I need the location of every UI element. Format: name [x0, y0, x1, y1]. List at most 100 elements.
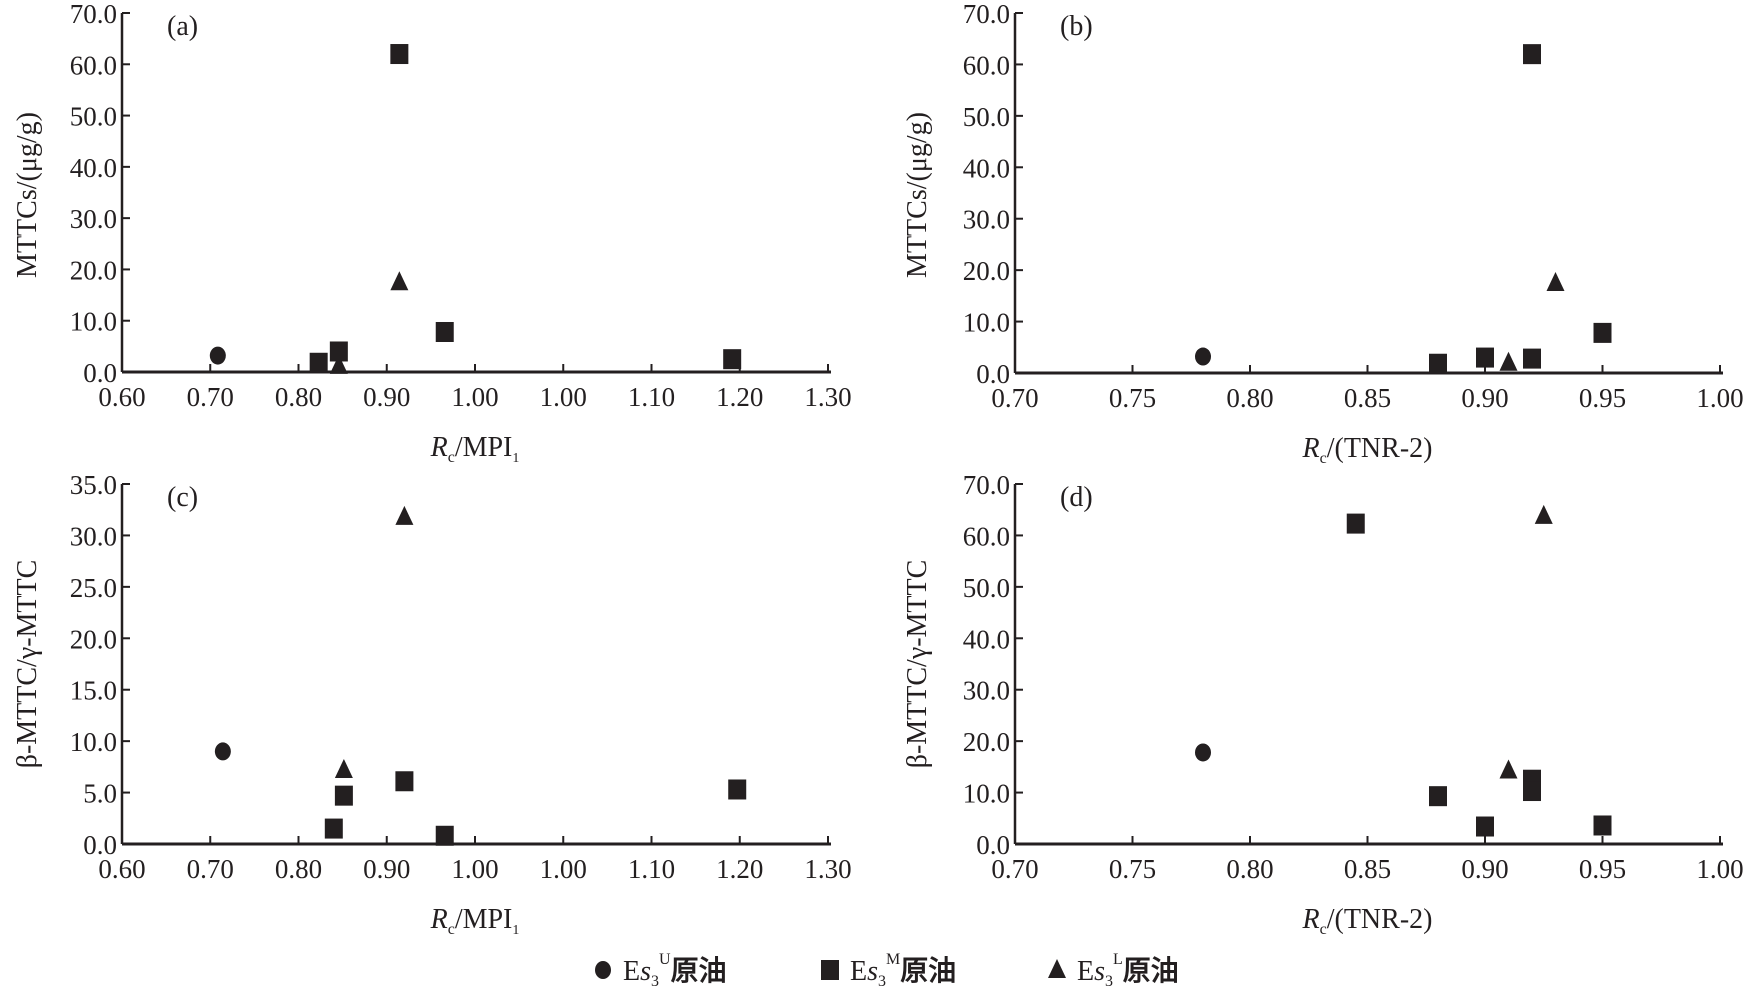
data-point-square — [329, 341, 348, 362]
data-point-square — [1593, 815, 1612, 836]
x-tick-label: 0.70 — [187, 854, 234, 884]
y-tick-label: 50.0 — [70, 102, 117, 132]
y-tick-label: 0.0 — [976, 359, 1010, 389]
legend-italic: s — [867, 956, 878, 987]
y-tick-label: 20.0 — [70, 255, 117, 285]
y-tick-label: 40.0 — [70, 153, 117, 183]
y-tick-label: 10.0 — [70, 307, 117, 337]
x-tick-label: 1.20 — [716, 854, 763, 884]
data-point-circle — [1195, 347, 1211, 366]
y-tick-label: 25.0 — [70, 573, 117, 603]
x-label-rest-sub: 1 — [512, 923, 519, 938]
legend-prefix: E — [623, 956, 640, 987]
data-point-triangle — [1499, 351, 1518, 371]
data-point-square — [1346, 513, 1365, 534]
legend-sup: M — [886, 951, 900, 968]
legend-suffix: 原油 — [900, 954, 956, 987]
x-label-rest: /MPI — [455, 904, 513, 935]
panel-label: (d) — [1060, 482, 1093, 513]
data-point-square — [1523, 348, 1541, 369]
legend-italic: s — [640, 956, 651, 987]
x-tick-label: 0.70 — [991, 854, 1038, 884]
data-point-square — [334, 785, 353, 806]
y-tick-label: 10.0 — [70, 727, 117, 757]
y-tick-label: 40.0 — [963, 153, 1010, 183]
y-tick-label: 20.0 — [963, 256, 1010, 286]
x-tick-label: 1.00 — [540, 854, 587, 884]
panel-label: (b) — [1060, 11, 1093, 42]
x-axis-label: Rc/MPI1 — [430, 904, 520, 938]
data-point-triangle — [1534, 504, 1553, 524]
legend-prefix: E — [1077, 956, 1094, 987]
x-label-rest-sub: 1 — [512, 451, 519, 466]
data-point-square — [1429, 786, 1447, 807]
x-tick-label: 0.90 — [1461, 854, 1508, 884]
x-tick-label: 0.85 — [1344, 854, 1391, 884]
data-point-square — [723, 349, 742, 370]
chart-panel-d: 0.70 0.75 0.80 0.85 0.90 0.95 1.00 0.0 10.0 20.0 3… — [902, 470, 1743, 938]
y-tick-label: 50.0 — [963, 573, 1010, 603]
legend: Es3U原油 Es3M原油 Es3L原油 — [595, 951, 1179, 989]
x-tick-label: 1.10 — [628, 854, 675, 884]
y-tick-label: 35.0 — [70, 470, 117, 500]
data-point-square — [1523, 781, 1541, 802]
legend-sup: U — [659, 951, 671, 968]
chart-panel-a: 0.60 0.70 0.80 0.90 1.00 1.00 1.10 1.20 1.30 0.0 1… — [12, 0, 852, 466]
x-tick-label: 0.70 — [991, 383, 1038, 413]
data-point-square — [390, 44, 409, 65]
x-tick-label: 0.80 — [275, 382, 322, 412]
legend-prefix: E — [850, 956, 867, 987]
x-tick-label: 0.85 — [1344, 383, 1391, 413]
y-tick-label: 0.0 — [83, 830, 117, 860]
x-label-main: R — [1302, 904, 1320, 935]
legend-label: Es3M原油 — [850, 951, 956, 989]
legend-italic: s — [1094, 956, 1105, 987]
data-point-square — [728, 779, 747, 800]
x-tick-label: 1.00 — [451, 854, 498, 884]
y-tick-label: 0.0 — [976, 830, 1010, 860]
data-point-triangle — [395, 505, 414, 525]
x-label-main: R — [430, 432, 448, 463]
y-tick-label: 30.0 — [70, 521, 117, 551]
x-label-main: R — [1302, 433, 1320, 464]
x-tick-label: 1.30 — [804, 854, 851, 884]
y-tick-label: 30.0 — [70, 204, 117, 234]
y-tick-label: 10.0 — [963, 779, 1010, 809]
x-label-sub: c — [1320, 921, 1327, 938]
y-tick-label: 60.0 — [963, 521, 1010, 551]
data-point-square — [435, 321, 454, 342]
x-label-rest: /(TNR-2) — [1327, 433, 1433, 464]
x-axis-label: Rc/(TNR-2) — [1302, 433, 1433, 467]
legend-marker-circle — [595, 961, 611, 979]
y-tick-label: 15.0 — [70, 676, 117, 706]
y-tick-label: 10.0 — [963, 308, 1010, 338]
x-tick-label: 1.20 — [716, 382, 763, 412]
y-tick-label: 20.0 — [70, 624, 117, 654]
x-label-sub: c — [448, 449, 455, 466]
data-point-square — [324, 818, 343, 839]
y-axis-label: β-MTTC/γ-MTTC — [12, 560, 43, 769]
data-point-triangle — [1546, 272, 1565, 291]
x-tick-label: 0.80 — [1226, 854, 1273, 884]
y-tick-label: 70.0 — [70, 0, 117, 29]
chart-panel-b: 0.70 0.75 0.80 0.85 0.90 0.95 1.00 0.0 10.0 20.0 3… — [902, 0, 1743, 467]
data-point-triangle — [390, 271, 409, 291]
legend-suffix: 原油 — [1123, 954, 1179, 987]
x-tick-label: 0.80 — [275, 854, 322, 884]
x-tick-label: 0.80 — [1226, 383, 1273, 413]
y-tick-label: 50.0 — [963, 102, 1010, 132]
y-tick-label: 60.0 — [70, 50, 117, 80]
x-label-main: R — [430, 904, 448, 935]
x-tick-label: 0.90 — [363, 382, 410, 412]
legend-marker-triangle — [1048, 959, 1066, 978]
y-axis-label: MTTCs/(μg/g) — [902, 112, 933, 278]
data-point-circle — [1195, 743, 1211, 762]
legend-label: Es3U原油 — [623, 951, 727, 989]
y-axis-label: MTTCs/(μg/g) — [12, 112, 43, 278]
data-point-square — [1523, 44, 1541, 65]
x-tick-label: 1.10 — [628, 382, 675, 412]
panel-label: (c) — [167, 482, 198, 513]
x-tick-label: 0.95 — [1579, 383, 1626, 413]
y-tick-label: 5.0 — [83, 779, 117, 809]
